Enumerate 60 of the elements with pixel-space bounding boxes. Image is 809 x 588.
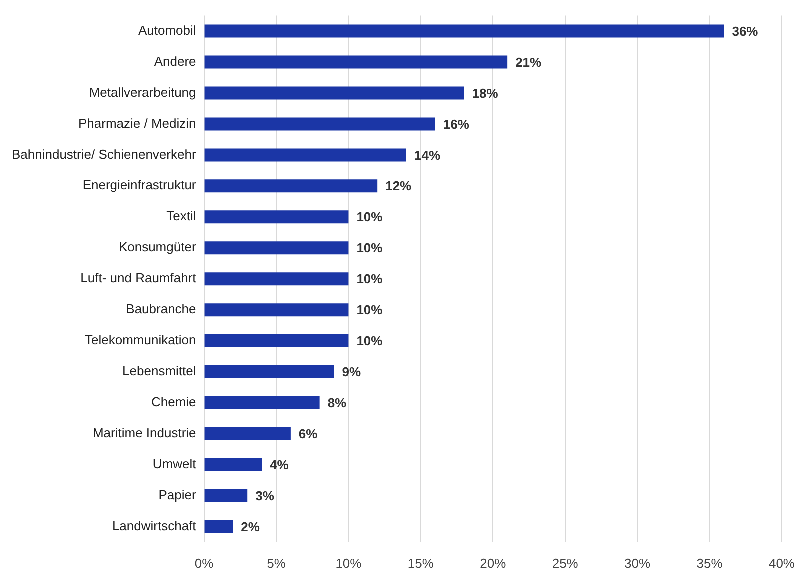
- x-tick-label: 30%: [624, 556, 652, 571]
- y-tick-label: Papier: [158, 488, 197, 503]
- bar: [204, 489, 248, 502]
- bar: [204, 118, 436, 131]
- x-tick-label: 15%: [408, 556, 434, 571]
- bar: [204, 242, 349, 255]
- data-label: 36%: [732, 24, 759, 39]
- bar: [204, 520, 234, 534]
- data-label: 21%: [516, 54, 542, 70]
- data-label: 12%: [386, 178, 412, 194]
- data-label: 18%: [472, 86, 499, 101]
- bar: [204, 148, 406, 162]
- x-tick-label: 0%: [194, 556, 214, 571]
- data-label: 14%: [414, 148, 441, 163]
- bar: [204, 427, 291, 440]
- y-tick-label: Landwirtschaft: [112, 518, 197, 534]
- y-tick-label: Bahnindustrie/ Schienenverkehr: [12, 146, 197, 162]
- y-tick-label: Andere: [154, 54, 196, 69]
- y-tick-label: Lebensmittel: [122, 364, 196, 379]
- data-label: 10%: [356, 334, 384, 349]
- y-tick-label: Maritime Industrie: [92, 426, 196, 441]
- y-tick-label: Baubranche: [126, 302, 196, 317]
- x-tick-label: 35%: [696, 556, 724, 571]
- bar: [204, 396, 320, 410]
- y-tick-label: Umwelt: [152, 456, 197, 472]
- bar: [204, 210, 349, 224]
- data-label: 10%: [356, 272, 384, 287]
- bar: [204, 272, 349, 286]
- x-tick-label: 20%: [480, 556, 507, 571]
- bar: [204, 24, 724, 38]
- bar: [204, 458, 262, 472]
- y-tick-label: Konsumgüter: [118, 240, 197, 255]
- bar: [204, 304, 349, 317]
- y-tick-label: Pharmazie / Medizin: [78, 116, 196, 131]
- y-tick-label: Textil: [166, 208, 196, 224]
- data-label: 10%: [356, 240, 384, 256]
- data-label: 2%: [241, 519, 260, 534]
- y-tick-label: Chemie: [151, 394, 196, 410]
- x-tick-label: 5%: [267, 556, 286, 571]
- bar: [204, 334, 349, 348]
- y-tick-label: Energieinfrastruktur: [82, 178, 197, 193]
- bar: [204, 366, 334, 379]
- y-tick-label: Metallverarbeitung: [89, 84, 196, 100]
- bar: [204, 86, 464, 100]
- x-tick-label: 40%: [768, 556, 796, 571]
- data-label: 4%: [270, 458, 290, 473]
- data-label: 10%: [356, 210, 384, 225]
- bar: [204, 180, 378, 193]
- data-label: 16%: [443, 116, 470, 132]
- bar: [204, 56, 508, 69]
- data-label: 9%: [342, 364, 362, 380]
- x-tick-label: 10%: [336, 556, 362, 571]
- data-label: 8%: [328, 396, 348, 411]
- data-label: 10%: [356, 302, 384, 318]
- y-tick-label: Automobil: [138, 22, 196, 38]
- data-label: 3%: [256, 488, 275, 504]
- y-tick-label: Luft- und Raumfahrt: [80, 270, 197, 286]
- data-label: 6%: [298, 426, 318, 442]
- y-tick-label: Telekommunikation: [85, 332, 196, 348]
- x-tick-label: 25%: [552, 556, 579, 571]
